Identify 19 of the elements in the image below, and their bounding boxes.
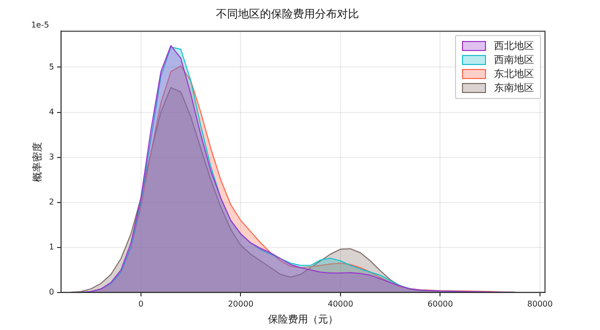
text: 1e-5 xyxy=(31,20,50,30)
y-tick-label: 1 xyxy=(48,242,54,252)
legend-label: 东北地区 xyxy=(494,68,534,82)
x-tick-label: 60000 xyxy=(428,299,453,308)
x-tick-label: 0 xyxy=(138,299,144,308)
x-axis-title: 保险费用（元） xyxy=(268,314,338,326)
y-tick-label: 3 xyxy=(48,152,54,162)
legend-label: 西北地区 xyxy=(494,40,534,54)
y-tick-label: 5 xyxy=(48,62,54,72)
y-axis-title: 概率密度 xyxy=(32,142,44,182)
chart-title: 不同地区的保险费用分布对比 xyxy=(216,7,359,20)
y-tick-label: 2 xyxy=(48,197,54,206)
x-tick-label: 80000 xyxy=(527,299,553,308)
legend-label: 东南地区 xyxy=(494,82,534,96)
y-tick-label: 0 xyxy=(48,287,54,296)
x-tick-label: 40000 xyxy=(328,299,354,308)
legend-label: 西南地区 xyxy=(494,54,534,68)
y-tick-label: 4 xyxy=(48,107,54,116)
x-tick-label: 20000 xyxy=(228,299,254,308)
